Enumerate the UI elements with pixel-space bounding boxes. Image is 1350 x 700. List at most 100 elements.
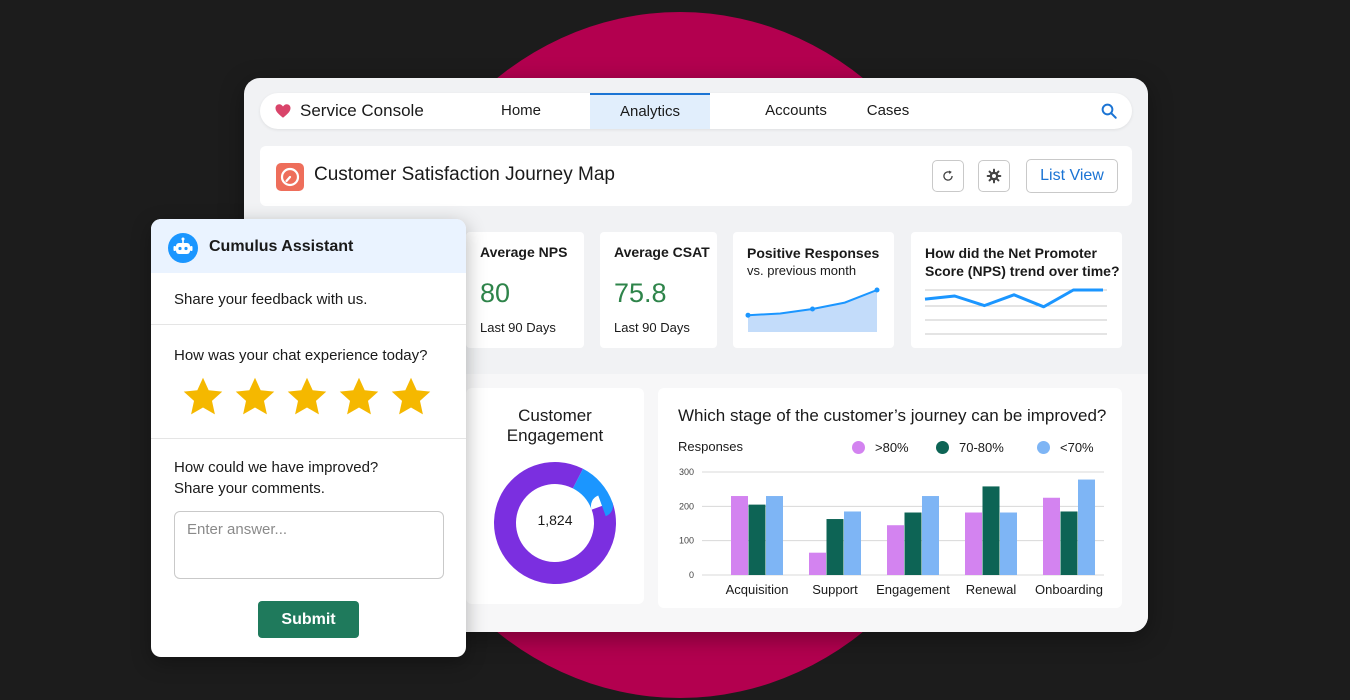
kpi-subtitle: Last 90 Days [614,320,690,335]
x-tick-label: Engagement [876,582,950,597]
y-tick-label: 300 [679,467,694,477]
kpi-title: Average NPS [480,244,568,260]
bar-support-series-2 [826,519,844,575]
x-tick-label: Support [812,582,858,597]
kpi-subtitle: Last 90 Days [480,320,556,335]
x-tick-label: Onboarding [1035,582,1103,597]
bar-onboarding-series-1 [1043,497,1060,575]
app-name: Service Console [300,101,424,120]
bot-icon [168,233,198,263]
bar-acquisition-series-1 [731,496,748,575]
bar-engagement-series-2 [904,512,922,575]
bar-onboarding-series-2 [1060,511,1078,575]
sparkline-point [874,287,880,293]
list-view-button[interactable]: List View [1026,159,1118,193]
customer-engagement-card: Customer Engagement 1,824 [466,388,644,604]
legend-swatch [936,441,949,454]
assistant-header: Cumulus Assistant [151,219,466,273]
tab-accounts[interactable]: Accounts [765,102,827,119]
bar-engagement-series-1 [887,525,904,575]
bar-acquisition-series-3 [766,496,783,575]
journey-stage-bar-chart: 0 100 200 300 Acquisition Support Engagement Re… [679,467,1104,597]
bar-renewal-series-3 [1000,512,1017,575]
y-tick-label: 200 [679,501,694,511]
bar-renewal-series-1 [965,512,982,575]
legend-item: <70% [1037,440,1094,455]
cumulus-assistant-panel: Cumulus Assistant Share your feedback wi… [151,219,466,657]
settings-button[interactable] [978,160,1010,192]
bar-support-series-1 [809,552,826,575]
positive-responses-card: Positive Responses vs. previous month [733,232,894,348]
tab-home[interactable]: Home [500,102,541,119]
average-csat-card: Average CSAT 75.8 Last 90 Days [600,232,717,348]
legend-swatch [852,441,865,454]
top-navigation-bar: Service Console Home Analytics Accounts … [260,93,1132,129]
kpi-title: Average CSAT [614,244,710,260]
assistant-title: Cumulus Assistant [209,238,354,255]
engagement-donut-chart [494,462,616,584]
engagement-title: Customer Engagement [466,406,644,446]
bar-support-series-3 [844,511,861,575]
sparkline-point [810,306,815,312]
star-icon[interactable] [389,375,433,419]
nps-trend-title-line1: How did the Net Promoter [925,245,1097,261]
kpi-value: 80 [480,278,511,308]
engagement-title-line1: Customer [518,406,592,425]
average-nps-card: Average NPS 80 Last 90 Days [466,232,584,348]
x-tick-label: Renewal [966,582,1017,597]
star-icon[interactable] [233,375,277,419]
nps-trend-sparkline [924,288,1107,335]
app-brand[interactable]: Service Console [274,93,424,129]
legend-label: >80% [875,440,909,455]
chart-y-axis-label: Responses [678,439,744,454]
divider [151,324,466,325]
nps-trend-line [924,288,1103,309]
refresh-button[interactable] [932,160,964,192]
kpi-value: 75.8 [614,278,667,308]
improvement-question-line1: How could we have improved? [174,459,379,476]
donut-center-value: 1,824 [537,512,573,528]
chat-experience-question: How was your chat experience today? [174,347,428,364]
star-rating[interactable] [181,375,433,419]
donut-segment-2 [494,462,616,584]
heart-icon [275,104,291,118]
legend-label: 70-80% [959,440,1004,455]
refresh-icon [943,170,953,181]
star-icon[interactable] [337,375,381,419]
journey-map-icon [276,163,304,191]
bar-acquisition-series-2 [748,504,766,575]
star-icon[interactable] [181,375,225,419]
journey-stage-chart-card: Which stage of the customer’s journey ca… [658,388,1122,608]
y-tick-label: 0 [689,570,694,580]
bar-onboarding-series-3 [1078,479,1095,575]
legend-item: >80% [852,440,909,455]
assistant-intro: Share your feedback with us. [174,291,368,308]
tab-analytics[interactable]: Analytics [590,93,710,129]
nps-trend-card: How did the Net Promoter Score (NPS) tre… [911,232,1122,348]
submit-button[interactable]: Submit [258,601,359,638]
kpi-title: Positive Responses [747,245,880,261]
y-tick-label: 100 [679,536,694,546]
search-icon[interactable] [1100,102,1118,120]
sparkline-point [745,312,751,318]
page-title: Customer Satisfaction Journey Map [314,164,615,185]
nps-trend-title-line2: Score (NPS) trend over time? [925,263,1120,279]
kpi-subtitle: vs. previous month [747,263,857,278]
improvement-question-line2: Share your comments. [174,480,325,497]
tab-cases[interactable]: Cases [866,102,910,119]
x-tick-label: Acquisition [726,582,789,597]
star-icon[interactable] [285,375,329,419]
legend-item: 70-80% [936,440,1004,455]
answer-input[interactable] [174,511,444,579]
chart-title: Which stage of the customer’s journey ca… [678,406,1107,425]
gear-icon [986,168,1002,184]
positive-responses-sparkline [745,287,880,332]
page-header: Customer Satisfaction Journey Map List V… [260,146,1132,206]
legend-swatch [1037,441,1050,454]
bar-renewal-series-2 [982,486,1000,575]
improvement-question: How could we have improved? Share your c… [174,457,378,499]
bar-engagement-series-3 [922,496,939,575]
nps-trend-title: How did the Net Promoter Score (NPS) tre… [925,244,1120,280]
engagement-title-line2: Engagement [506,426,604,445]
divider [151,438,466,439]
